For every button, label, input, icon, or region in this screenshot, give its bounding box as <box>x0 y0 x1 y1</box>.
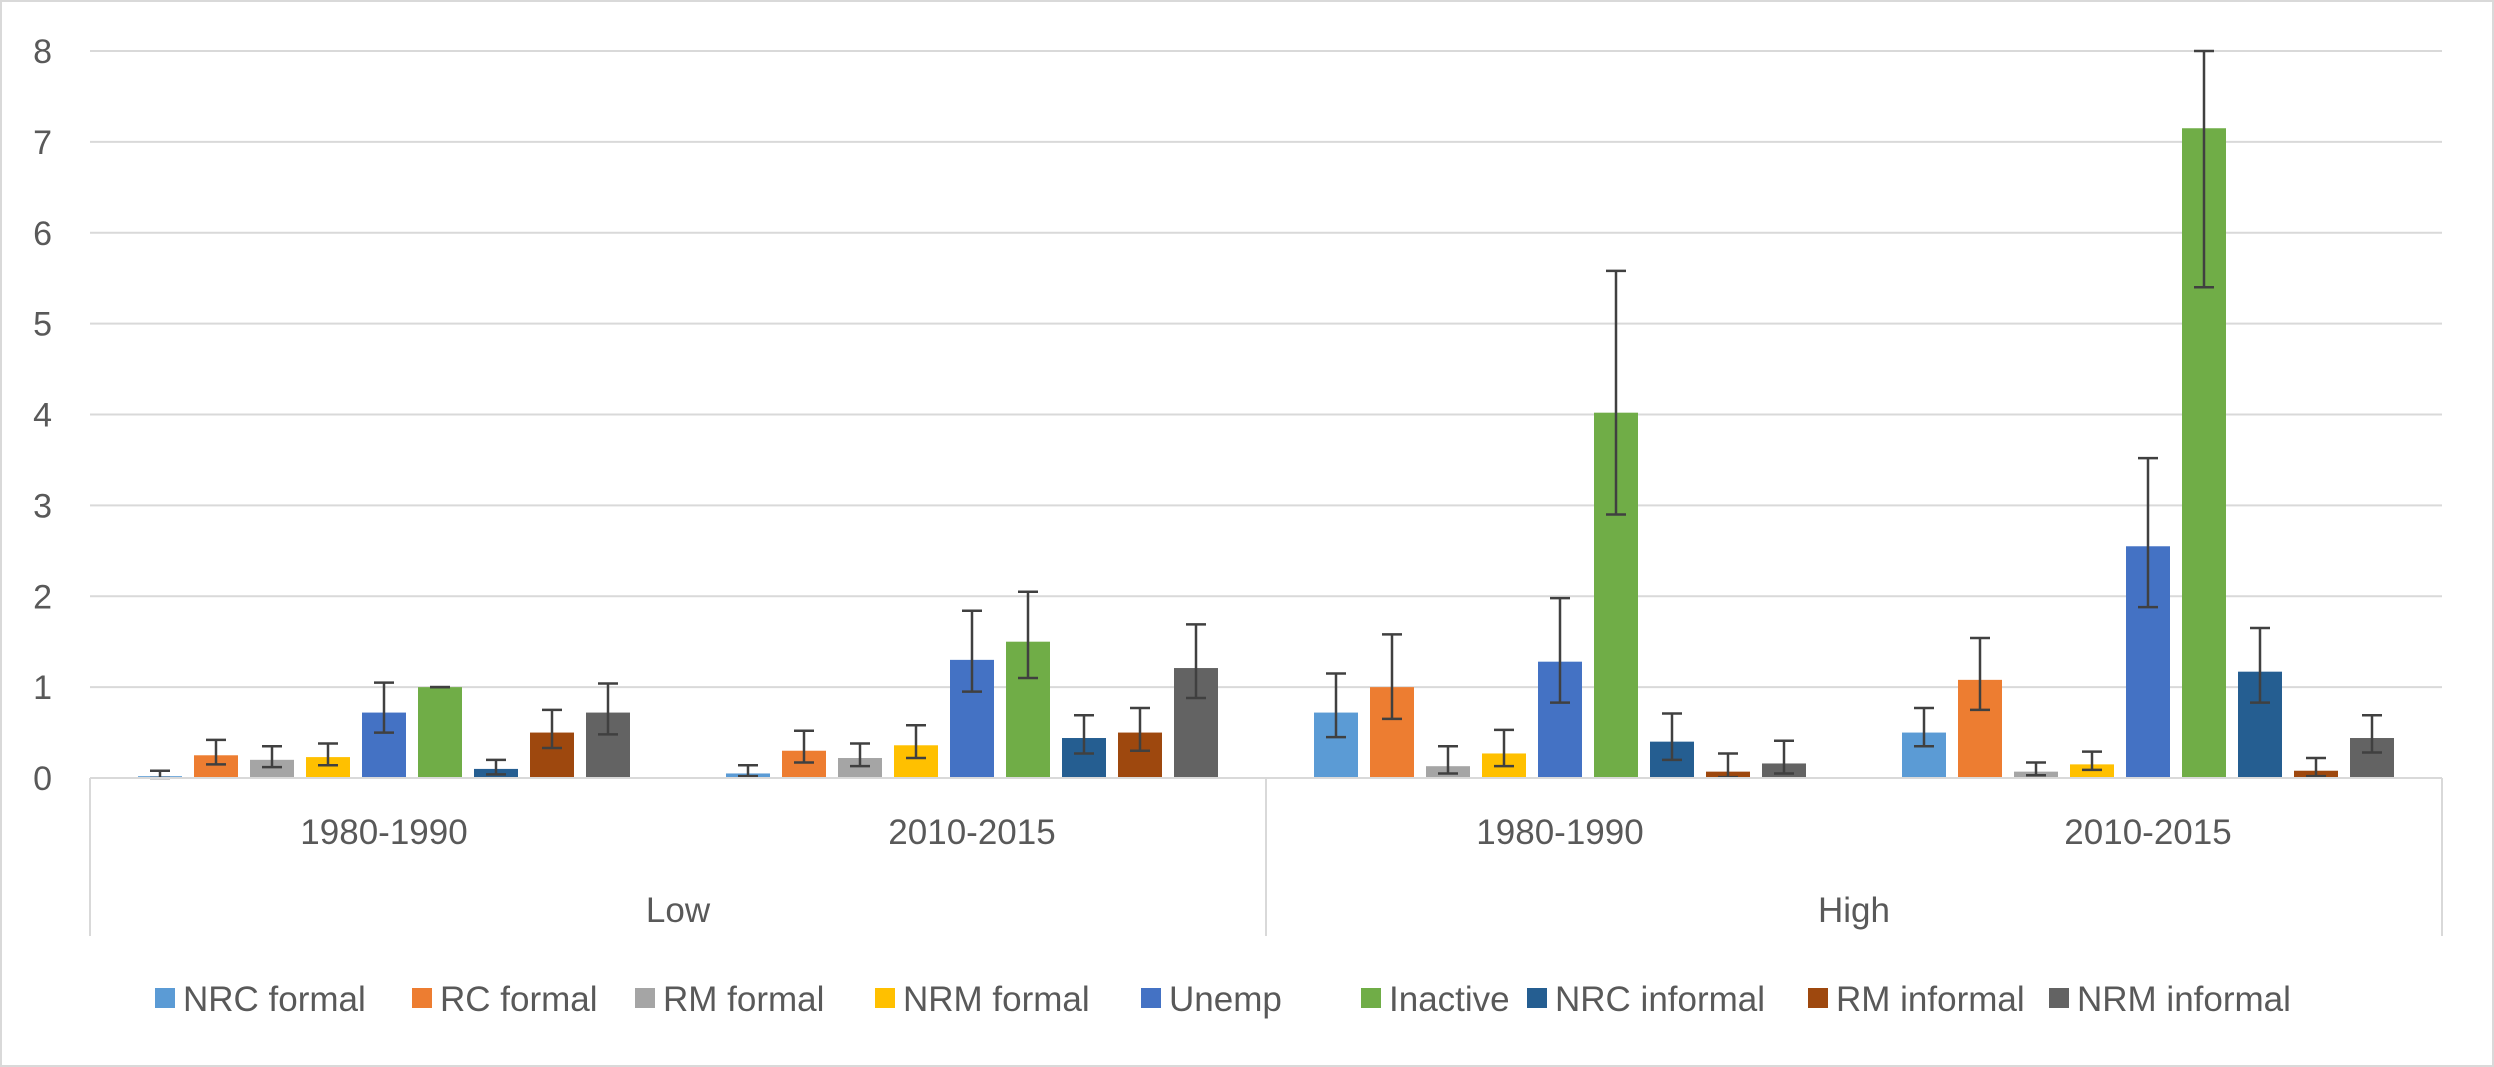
error-bar <box>2082 750 2102 772</box>
x-group-label: High <box>1818 891 1890 930</box>
bar <box>2070 764 2114 778</box>
error-bar <box>598 682 618 736</box>
error-bar <box>262 744 282 769</box>
y-tick-label: 3 <box>33 487 52 525</box>
y-tick-label: 5 <box>33 306 52 344</box>
bar <box>250 759 294 778</box>
bars <box>138 128 2394 778</box>
bar <box>306 757 350 778</box>
error-bar <box>1130 706 1150 752</box>
error-bars <box>150 49 2382 780</box>
legend-item: RM informal <box>1808 980 2025 1019</box>
error-bar <box>1074 714 1094 755</box>
error-bar <box>1382 633 1402 721</box>
error-bar <box>1662 712 1682 762</box>
legend-label: Unemp <box>1169 980 1282 1019</box>
error-bar <box>1914 706 1934 748</box>
error-bar <box>374 681 394 734</box>
error-bar <box>2306 756 2326 778</box>
bar <box>838 758 882 778</box>
error-bar <box>1186 623 1206 700</box>
legend-item: RC formal <box>412 980 598 1019</box>
error-bar <box>906 724 926 760</box>
legend-label: RC formal <box>440 980 598 1019</box>
error-bar <box>794 729 814 764</box>
legend-swatch <box>155 988 175 1008</box>
error-bar <box>1494 728 1514 768</box>
error-bar <box>1550 596 1570 704</box>
error-bar <box>542 708 562 750</box>
error-bar <box>2250 626 2270 704</box>
legend-item: NRM informal <box>2049 980 2291 1019</box>
error-bar <box>1970 636 1990 712</box>
error-bar <box>150 769 170 780</box>
legend-item: RM formal <box>635 980 824 1019</box>
error-bar <box>486 758 506 776</box>
error-bar <box>1774 739 1794 775</box>
error-bar <box>1326 672 1346 739</box>
y-tick-label: 7 <box>33 124 52 162</box>
legend-swatch <box>2049 988 2069 1008</box>
x-category-label: 2010-2015 <box>2064 813 2231 852</box>
y-tick-label: 1 <box>33 669 52 707</box>
legend-swatch <box>1361 988 1381 1008</box>
error-bar <box>1606 269 1626 516</box>
gridlines <box>90 50 2442 689</box>
legend-item: Inactive <box>1361 980 1510 1019</box>
bar <box>418 687 462 778</box>
error-bar <box>2194 49 2214 289</box>
bar <box>194 755 238 778</box>
error-bar <box>318 742 338 767</box>
x-group-label: Low <box>646 891 711 930</box>
y-tick-label: 6 <box>33 215 52 253</box>
y-axis-ticks: 0 1 2 3 4 5 6 7 8 <box>33 33 52 798</box>
error-bar <box>2362 714 2382 754</box>
legend-swatch <box>1527 988 1547 1008</box>
error-bar <box>738 764 758 778</box>
legend-swatch <box>635 988 655 1008</box>
error-bar <box>850 742 870 768</box>
error-bar <box>962 609 982 693</box>
y-tick-label: 4 <box>33 397 52 435</box>
legend-swatch <box>875 988 895 1008</box>
y-tick-label: 2 <box>33 578 52 616</box>
legend-swatch <box>1141 988 1161 1008</box>
legend-label: Inactive <box>1389 980 1510 1019</box>
x-axis: 1980-1990 2010-2015 Low 1980-1990 2010-2015 H… <box>89 777 2443 936</box>
legend: NRC formal RC formal RM formal NRM formal Un… <box>155 980 2291 1019</box>
error-bar <box>206 738 226 766</box>
legend-label: NRM informal <box>2077 980 2291 1019</box>
legend-label: RM informal <box>1836 980 2025 1019</box>
error-bar <box>2026 761 2046 777</box>
x-category-label: 1980-1990 <box>1476 813 1643 852</box>
x-category-label: 1980-1990 <box>300 813 467 852</box>
error-bar <box>2138 456 2158 609</box>
legend-label: NRC informal <box>1555 980 1765 1019</box>
legend-item: NRM formal <box>875 980 1090 1019</box>
legend-item: NRC informal <box>1527 980 1765 1019</box>
legend-label: NRC formal <box>183 980 366 1019</box>
legend-label: NRM formal <box>903 980 1090 1019</box>
legend-item: Unemp <box>1141 980 1282 1019</box>
error-bar <box>1018 590 1038 680</box>
legend-swatch <box>412 988 432 1008</box>
legend-item: NRC formal <box>155 980 366 1019</box>
y-tick-label: 8 <box>33 33 52 71</box>
error-bar <box>1438 744 1458 775</box>
y-tick-label: 0 <box>33 760 52 798</box>
legend-swatch <box>1808 988 1828 1008</box>
x-category-label: 2010-2015 <box>888 813 1055 852</box>
legend-label: RM formal <box>663 980 824 1019</box>
